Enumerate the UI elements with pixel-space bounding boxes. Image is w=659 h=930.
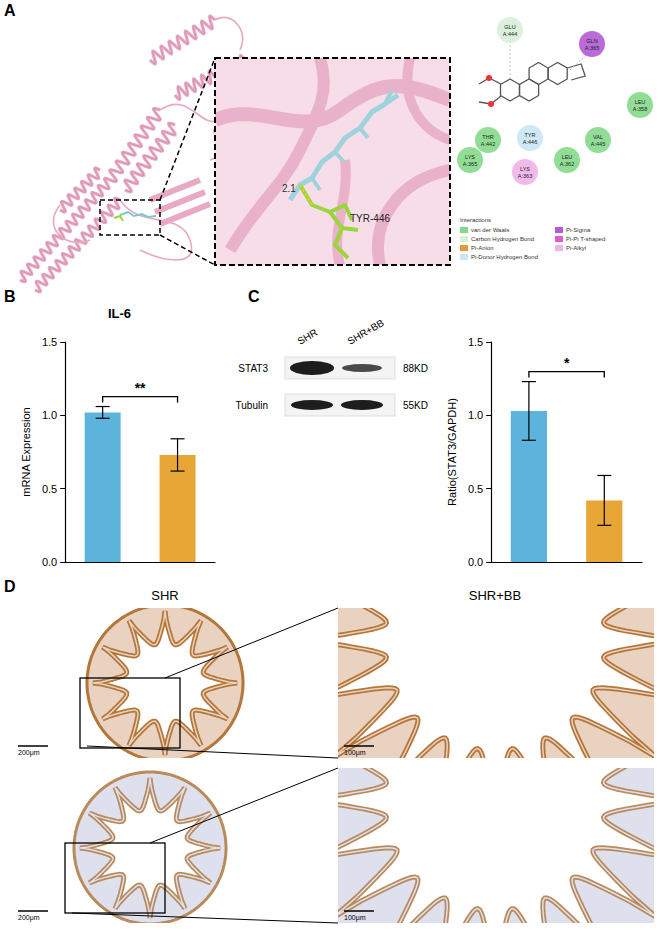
svg-text:A:362: A:362: [560, 161, 574, 167]
svg-text:1.5: 1.5: [468, 336, 483, 348]
svg-text:A:442: A:442: [481, 141, 495, 147]
svg-text:GLN: GLN: [586, 38, 597, 44]
svg-text:100μm: 100μm: [344, 749, 366, 757]
svg-text:0.5: 0.5: [42, 483, 57, 495]
svg-text:STAT3: STAT3: [238, 363, 268, 374]
svg-text:A:358: A:358: [633, 106, 647, 112]
svg-text:B: B: [4, 288, 16, 305]
svg-text:mRNA Expression: mRNA Expression: [20, 407, 32, 496]
svg-text:Pi-Donor Hydrogen Bond: Pi-Donor Hydrogen Bond: [471, 254, 538, 260]
svg-text:Pi-Alkyl: Pi-Alkyl: [566, 245, 586, 251]
svg-text:Tubulin: Tubulin: [236, 400, 268, 411]
svg-text:IL-6: IL-6: [108, 306, 131, 321]
svg-text:Carbon Hydrogen Bond: Carbon Hydrogen Bond: [471, 236, 534, 242]
svg-text:SHR: SHR: [296, 327, 320, 347]
svg-text:van der Waals: van der Waals: [471, 227, 509, 233]
svg-text:Pi-Sigma: Pi-Sigma: [566, 227, 591, 233]
svg-text:1.0: 1.0: [42, 409, 57, 421]
svg-text:A: A: [4, 2, 16, 19]
svg-text:D: D: [4, 578, 16, 595]
svg-text:1.0: 1.0: [468, 409, 483, 421]
svg-text:55KD: 55KD: [403, 400, 428, 411]
svg-text:0.0: 0.0: [468, 556, 483, 568]
svg-text:Pi-Anion: Pi-Anion: [471, 245, 494, 251]
svg-text:Ratio(STAT3/GAPDH): Ratio(STAT3/GAPDH): [446, 398, 458, 506]
svg-text:A:445: A:445: [591, 141, 605, 147]
svg-text:2.1: 2.1: [282, 183, 296, 194]
svg-text:Pi-Pi T-shaped: Pi-Pi T-shaped: [566, 236, 605, 242]
svg-text:C: C: [248, 288, 260, 305]
svg-text:GLU: GLU: [504, 24, 515, 30]
svg-text:1.5: 1.5: [42, 336, 57, 348]
svg-text:SHR+BB: SHR+BB: [346, 317, 387, 347]
svg-text:A:444: A:444: [503, 31, 517, 37]
svg-text:SHR+BB: SHR+BB: [469, 588, 521, 603]
svg-text:200μm: 200μm: [18, 914, 40, 922]
svg-text:100μm: 100μm: [344, 914, 366, 922]
svg-text:TYR-446: TYR-446: [350, 213, 390, 224]
svg-text:A:363: A:363: [518, 173, 532, 179]
svg-text:LYS: LYS: [465, 154, 475, 160]
svg-text:A:446: A:446: [523, 139, 537, 145]
svg-text:TYR: TYR: [525, 132, 536, 138]
svg-text:A:365: A:365: [585, 45, 599, 51]
svg-text:LYS: LYS: [520, 166, 530, 172]
svg-text:88KD: 88KD: [403, 363, 428, 374]
svg-text:VAL: VAL: [593, 134, 603, 140]
svg-text:0.0: 0.0: [42, 556, 57, 568]
svg-text:LEU: LEU: [562, 154, 573, 160]
svg-text:0.5: 0.5: [468, 483, 483, 495]
svg-text:Interactions: Interactions: [460, 217, 491, 223]
svg-text:SHR: SHR: [151, 588, 178, 603]
svg-text:THR: THR: [482, 134, 493, 140]
svg-text:A:365: A:365: [463, 161, 477, 167]
svg-text:**: **: [135, 380, 146, 396]
svg-text:LEU: LEU: [635, 99, 646, 105]
svg-text:*: *: [564, 355, 570, 371]
svg-text:200μm: 200μm: [18, 749, 40, 757]
